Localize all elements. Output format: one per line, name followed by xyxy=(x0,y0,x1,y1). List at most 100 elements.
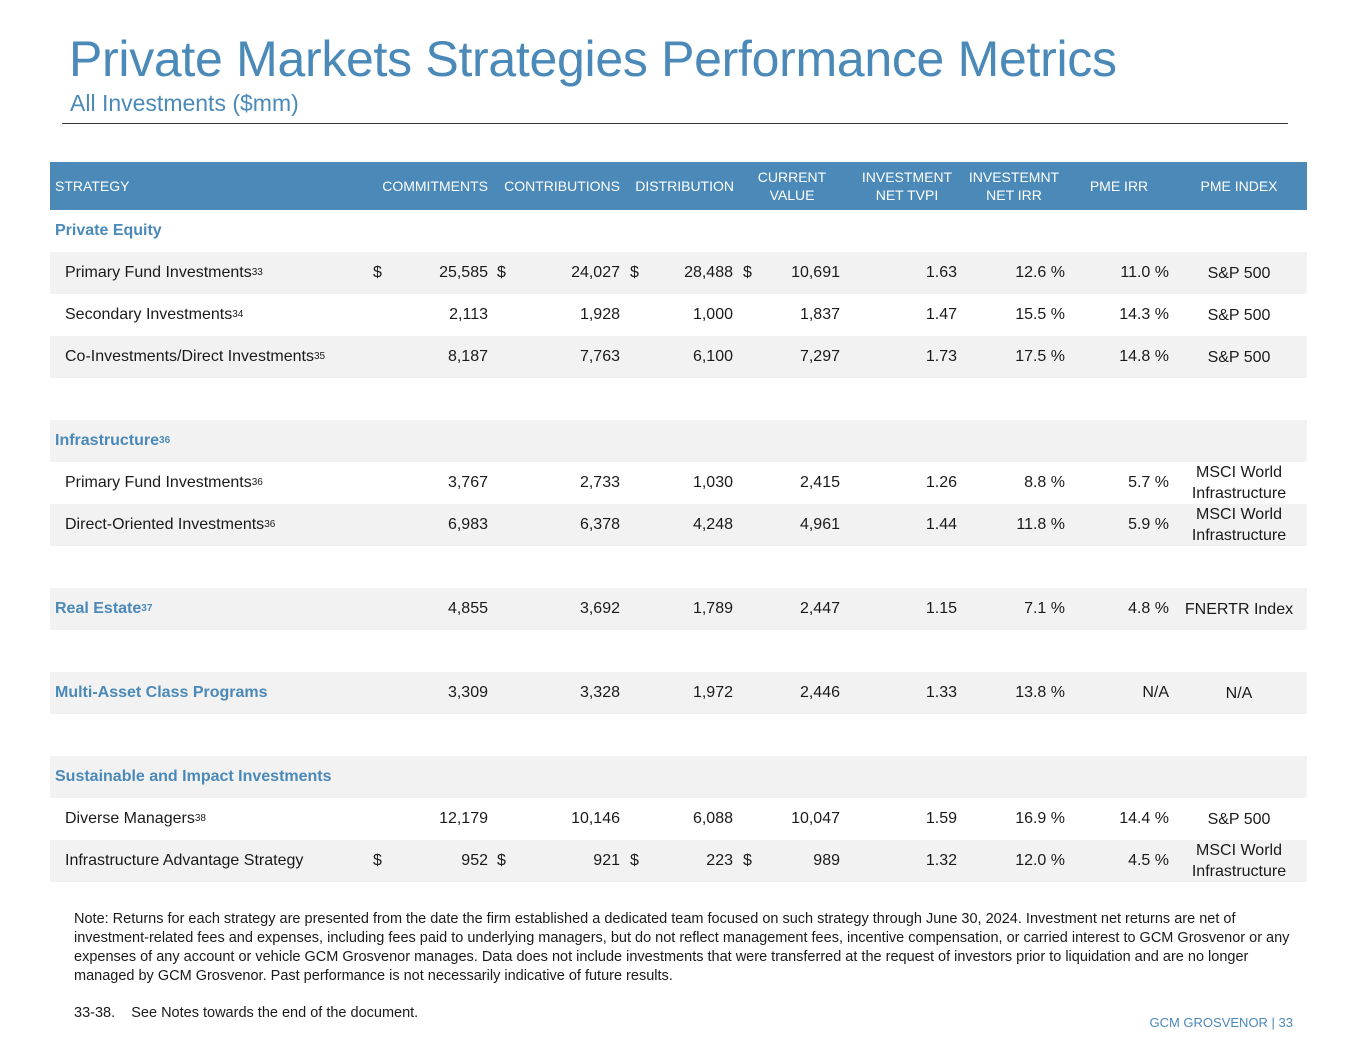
cell-pme-irr: 5.7 % xyxy=(1128,474,1169,491)
cell-pme-irr: 14.3 % xyxy=(1119,306,1169,323)
cell-pme-index: FNERTR Index xyxy=(1184,600,1294,618)
cell-commitments: 952 xyxy=(461,852,488,869)
cell-net-irr: 15.5 % xyxy=(1015,306,1065,323)
cell-pme-index: MSCI World Infrastructure xyxy=(1178,504,1300,546)
cell-net-tvpi: 1.63 xyxy=(925,264,957,281)
section-row-real-estate: Real Estate 37 4,855 3,692 1,789 2,447 1.… xyxy=(50,588,1307,630)
cell-current-value: 1,837 xyxy=(799,306,840,323)
section-row-private-equity: Private Equity xyxy=(50,210,1307,252)
cell-pme-irr: 14.8 % xyxy=(1119,348,1169,365)
cell-distribution: 1,972 xyxy=(692,684,733,701)
section-label-text: Infrastructure xyxy=(55,432,160,449)
header-net-tvpi-line2: NET TVPI xyxy=(875,187,939,203)
cell-net-tvpi: 1.32 xyxy=(925,852,957,869)
cell-contributions: 7,763 xyxy=(579,348,620,365)
footnote-text: See Notes towards the end of the documen… xyxy=(131,1005,419,1021)
footnote: 33-38. See Notes towards the end of the … xyxy=(74,1005,418,1021)
cell-contributions: 3,692 xyxy=(579,600,620,617)
row-name: Primary Fund Investments 36 xyxy=(65,474,263,491)
row-name-text: Secondary Investments xyxy=(65,306,233,323)
header-distribution: DISTRIBUTION xyxy=(635,178,734,194)
header-current-value: CURRENT VALUE xyxy=(740,162,844,210)
row-name: Direct-Oriented Investments 36 xyxy=(65,516,276,533)
section-label: Infrastructure 36 xyxy=(55,432,171,449)
cell-pme-index: MSCI World Infrastructure xyxy=(1178,462,1300,504)
section-label: Sustainable and Impact Investments xyxy=(55,768,332,785)
row-name-text: Direct-Oriented Investments xyxy=(65,516,265,533)
row-name: Primary Fund Investments 33 xyxy=(65,264,263,281)
cell-commitments: 6,983 xyxy=(447,516,488,533)
cell-net-tvpi: 1.47 xyxy=(925,306,957,323)
currency-symbol: $ xyxy=(630,264,639,281)
currency-symbol: $ xyxy=(373,264,382,281)
row-name: Co-Investments/Direct Investments 35 xyxy=(65,348,326,365)
spacer-row xyxy=(50,630,1307,672)
spacer-row xyxy=(50,546,1307,588)
cell-net-tvpi: 1.73 xyxy=(925,348,957,365)
cell-commitments: 3,767 xyxy=(447,474,488,491)
cell-net-tvpi: 1.15 xyxy=(925,600,957,617)
cell-contributions: 921 xyxy=(593,852,620,869)
cell-distribution: 6,088 xyxy=(692,810,733,827)
cell-distribution: 4,248 xyxy=(692,516,733,533)
cell-current-value: 989 xyxy=(813,852,840,869)
cell-current-value: 7,297 xyxy=(799,348,840,365)
title-divider xyxy=(62,123,1288,124)
cell-net-tvpi: 1.59 xyxy=(925,810,957,827)
pme-index-line2: Infrastructure xyxy=(1191,527,1287,544)
brand-page-number: GCM GROSVENOR | 33 xyxy=(1149,1015,1293,1030)
section-label: Real Estate 37 xyxy=(55,600,153,617)
cell-pme-irr: 14.4 % xyxy=(1119,810,1169,827)
table-row: Co-Investments/Direct Investments 35 8,18… xyxy=(50,336,1307,378)
table-row: Secondary Investments 34 2,113 1,928 1,00… xyxy=(50,294,1307,336)
cell-commitments: 3,309 xyxy=(447,684,488,701)
header-pme-irr: PME IRR xyxy=(1089,178,1149,194)
pme-index-line1: MSCI World xyxy=(1196,506,1282,523)
header-net-irr: INVESTEMNT NET IRR xyxy=(962,162,1066,210)
cell-distribution: 1,030 xyxy=(692,474,733,491)
header-net-tvpi: INVESTMENT NET TVPI xyxy=(854,162,960,210)
currency-symbol: $ xyxy=(497,852,506,869)
disclaimer-note: Note: Returns for each strategy are pres… xyxy=(74,911,1290,984)
pme-index-line1: MSCI World xyxy=(1196,842,1282,859)
cell-net-irr: 8.8 % xyxy=(1024,474,1065,491)
cell-commitments: 2,113 xyxy=(449,306,488,323)
spacer-row xyxy=(50,714,1307,756)
header-commitments: COMMITMENTS xyxy=(382,178,488,194)
currency-symbol: $ xyxy=(743,264,752,281)
performance-table: STRATEGY COMMITMENTS CONTRIBUTIONS DISTR… xyxy=(50,162,1307,882)
section-label-text: Real Estate xyxy=(55,600,142,617)
cell-pme-index: N/A xyxy=(1225,684,1253,702)
row-name: Infrastructure Advantage Strategy xyxy=(65,852,304,869)
currency-symbol: $ xyxy=(630,852,639,869)
cell-contributions: 10,146 xyxy=(571,810,620,827)
cell-commitments: 12,179 xyxy=(439,810,488,827)
cell-pme-index: MSCI World Infrastructure xyxy=(1178,840,1300,882)
cell-distribution: 1,789 xyxy=(692,600,733,617)
cell-distribution: 1,000 xyxy=(692,306,733,323)
cell-contributions: 3,328 xyxy=(579,684,620,701)
cell-current-value: 2,446 xyxy=(799,684,840,701)
cell-current-value: 10,047 xyxy=(791,810,840,827)
header-net-irr-line1: INVESTEMNT xyxy=(968,169,1060,185)
cell-net-tvpi: 1.33 xyxy=(925,684,957,701)
row-name-text: Co-Investments/Direct Investments xyxy=(65,348,314,365)
row-name: Secondary Investments 34 xyxy=(65,306,244,323)
table-row: Primary Fund Investments 36 3,767 2,733 1… xyxy=(50,462,1307,504)
page-title: Private Markets Strategies Performance M… xyxy=(69,31,1117,87)
cell-net-irr: 13.8 % xyxy=(1015,684,1065,701)
header-net-tvpi-line1: INVESTMENT xyxy=(861,169,953,185)
cell-contributions: 2,733 xyxy=(579,474,620,491)
currency-symbol: $ xyxy=(743,852,752,869)
currency-symbol: $ xyxy=(497,264,506,281)
cell-commitments: 8,187 xyxy=(447,348,488,365)
cell-net-tvpi: 1.44 xyxy=(925,516,957,533)
cell-distribution: 6,100 xyxy=(692,348,733,365)
cell-contributions: 24,027 xyxy=(571,264,620,281)
header-net-irr-line2: NET IRR xyxy=(986,187,1042,203)
cell-net-tvpi: 1.26 xyxy=(925,474,957,491)
row-name-text: Primary Fund Investments xyxy=(65,264,252,281)
table-row: Infrastructure Advantage Strategy $ 952 … xyxy=(50,840,1307,882)
cell-contributions: 1,928 xyxy=(579,306,620,323)
section-row-infrastructure: Infrastructure 36 xyxy=(50,420,1307,462)
